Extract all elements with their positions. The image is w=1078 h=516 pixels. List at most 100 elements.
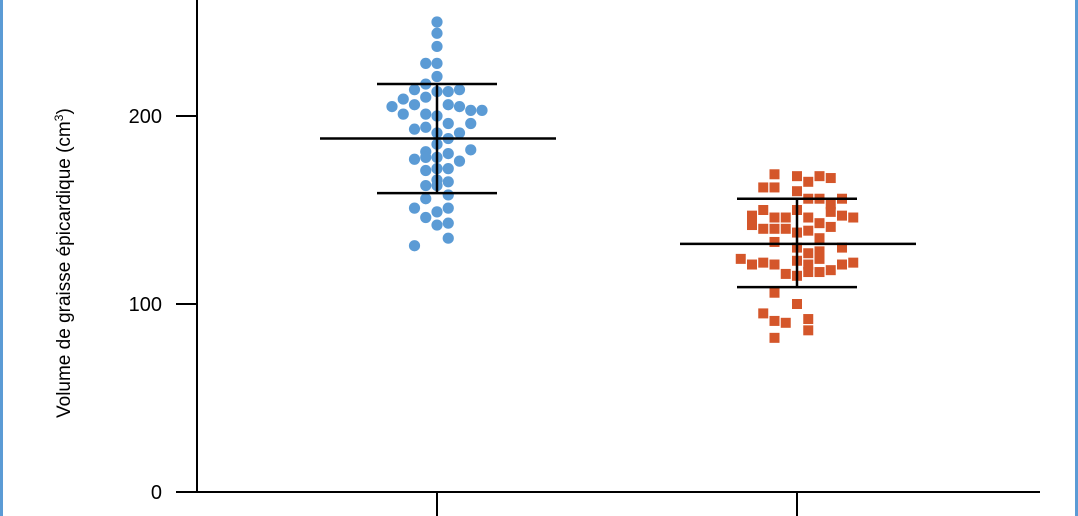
data-point bbox=[408, 99, 421, 111]
data-point bbox=[769, 169, 780, 180]
data-point bbox=[397, 93, 409, 105]
data-point bbox=[848, 212, 859, 223]
data-point bbox=[814, 267, 825, 278]
data-point bbox=[431, 57, 443, 69]
data-point bbox=[442, 189, 454, 201]
data-point bbox=[825, 265, 836, 276]
data-point bbox=[825, 173, 836, 184]
data-point bbox=[465, 117, 477, 130]
data-point bbox=[825, 199, 836, 210]
data-point bbox=[408, 123, 421, 135]
stats-layer bbox=[320, 82, 916, 289]
data-point bbox=[769, 223, 780, 234]
data-point bbox=[769, 259, 780, 270]
data-point bbox=[814, 218, 825, 229]
data-point bbox=[420, 179, 432, 192]
data-point bbox=[769, 236, 780, 247]
data-point bbox=[431, 206, 443, 218]
data-point bbox=[792, 186, 802, 197]
data-point bbox=[792, 171, 802, 182]
data-point bbox=[769, 212, 780, 223]
data-point bbox=[408, 202, 421, 214]
data-point bbox=[431, 16, 443, 28]
data-point bbox=[453, 84, 466, 96]
data-point bbox=[825, 206, 836, 217]
data-point bbox=[465, 144, 477, 156]
data-point bbox=[442, 202, 454, 214]
data-point bbox=[420, 91, 432, 103]
data-point bbox=[442, 148, 454, 160]
data-point bbox=[814, 171, 825, 182]
y-tick-label: 200 bbox=[129, 106, 162, 128]
data-point bbox=[758, 205, 769, 215]
data-point bbox=[758, 223, 769, 234]
y-axis-label: Volume de graisse épicardique (cm3) bbox=[52, 108, 75, 418]
data-point bbox=[397, 108, 409, 120]
data-point bbox=[386, 101, 398, 113]
data-point bbox=[780, 212, 791, 223]
data-point bbox=[837, 210, 847, 221]
data-point bbox=[442, 176, 454, 188]
data-point bbox=[803, 225, 814, 236]
data-point bbox=[803, 176, 814, 187]
data-point bbox=[420, 193, 432, 205]
data-point bbox=[420, 151, 432, 163]
data-point bbox=[420, 108, 432, 120]
data-point bbox=[408, 153, 421, 165]
data-point bbox=[825, 221, 836, 232]
data-point bbox=[747, 220, 757, 231]
data-point bbox=[758, 308, 769, 319]
y-tick-label: 0 bbox=[151, 482, 162, 504]
data-point bbox=[780, 223, 791, 234]
data-point bbox=[747, 259, 757, 270]
data-point bbox=[848, 257, 859, 268]
data-point bbox=[442, 217, 454, 229]
data-point bbox=[803, 267, 814, 278]
data-point bbox=[442, 99, 454, 111]
data-point bbox=[431, 27, 443, 39]
data-point bbox=[769, 287, 780, 298]
data-point bbox=[420, 57, 432, 69]
data-point bbox=[476, 104, 488, 116]
data-point bbox=[453, 127, 466, 139]
data-point bbox=[803, 325, 814, 336]
data-point bbox=[837, 259, 847, 270]
data-point bbox=[814, 233, 825, 244]
y-ticks: 0 100 200 bbox=[129, 106, 197, 504]
data-point bbox=[420, 121, 432, 133]
data-point bbox=[803, 259, 814, 270]
data-point bbox=[758, 257, 769, 268]
data-point bbox=[453, 101, 466, 113]
data-point bbox=[837, 242, 847, 253]
data-point bbox=[803, 248, 814, 259]
data-point bbox=[780, 268, 791, 279]
data-point bbox=[814, 253, 825, 264]
data-point bbox=[780, 317, 791, 328]
data-point bbox=[792, 299, 802, 309]
data-point bbox=[431, 70, 443, 83]
data-point bbox=[769, 315, 780, 326]
data-point bbox=[442, 163, 454, 175]
data-point bbox=[408, 240, 421, 252]
data-point bbox=[769, 182, 780, 193]
data-point bbox=[442, 117, 454, 130]
series-layer bbox=[386, 16, 859, 343]
data-point bbox=[442, 232, 454, 244]
data-point bbox=[420, 211, 432, 224]
data-point bbox=[453, 155, 466, 167]
data-point bbox=[747, 210, 757, 221]
data-point bbox=[431, 219, 443, 231]
data-point bbox=[465, 104, 477, 116]
data-point bbox=[769, 332, 780, 343]
data-point bbox=[814, 246, 825, 257]
data-point bbox=[758, 182, 769, 193]
data-point bbox=[431, 40, 443, 53]
data-point bbox=[408, 84, 421, 96]
data-point bbox=[803, 212, 814, 223]
data-point bbox=[420, 164, 432, 177]
data-point bbox=[442, 85, 454, 98]
data-point bbox=[735, 253, 746, 264]
data-point bbox=[803, 314, 814, 325]
